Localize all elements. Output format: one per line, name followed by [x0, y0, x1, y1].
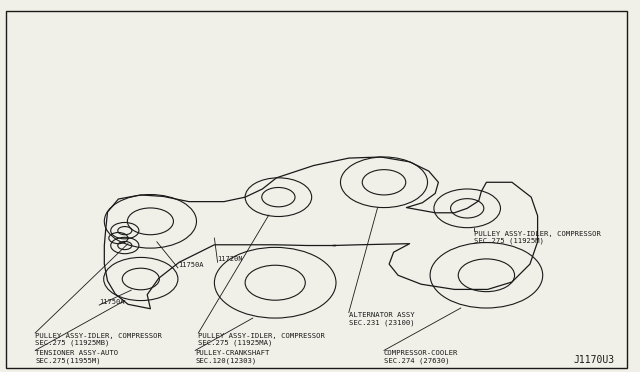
Text: PULLEY-CRANKSHAFT
SEC.120(12303): PULLEY-CRANKSHAFT SEC.120(12303)	[195, 350, 269, 364]
Text: COMPRESSOR-COOLER
SEC.274 (27630): COMPRESSOR-COOLER SEC.274 (27630)	[384, 350, 458, 364]
Text: J1170U3: J1170U3	[573, 355, 614, 365]
Text: 11720N: 11720N	[218, 256, 243, 262]
Text: 11750A: 11750A	[178, 262, 204, 268]
Text: TENSIONER ASSY-AUTO
SEC.275(11955M): TENSIONER ASSY-AUTO SEC.275(11955M)	[35, 350, 118, 364]
Text: PULLEY ASSY-IDLER, COMPRESSOR
SEC.275 (11925M): PULLEY ASSY-IDLER, COMPRESSOR SEC.275 (1…	[474, 231, 600, 244]
Text: 11750A: 11750A	[99, 299, 125, 305]
Text: ALTERNATOR ASSY
SEC.231 (23100): ALTERNATOR ASSY SEC.231 (23100)	[349, 312, 415, 326]
Text: PULLEY ASSY-IDLER, COMPRESSOR
SEC.275 (11925MB): PULLEY ASSY-IDLER, COMPRESSOR SEC.275 (1…	[35, 333, 162, 346]
Text: PULLEY ASSY-IDLER, COMPRESSOR
SEC.275 (11925MA): PULLEY ASSY-IDLER, COMPRESSOR SEC.275 (1…	[198, 333, 325, 346]
